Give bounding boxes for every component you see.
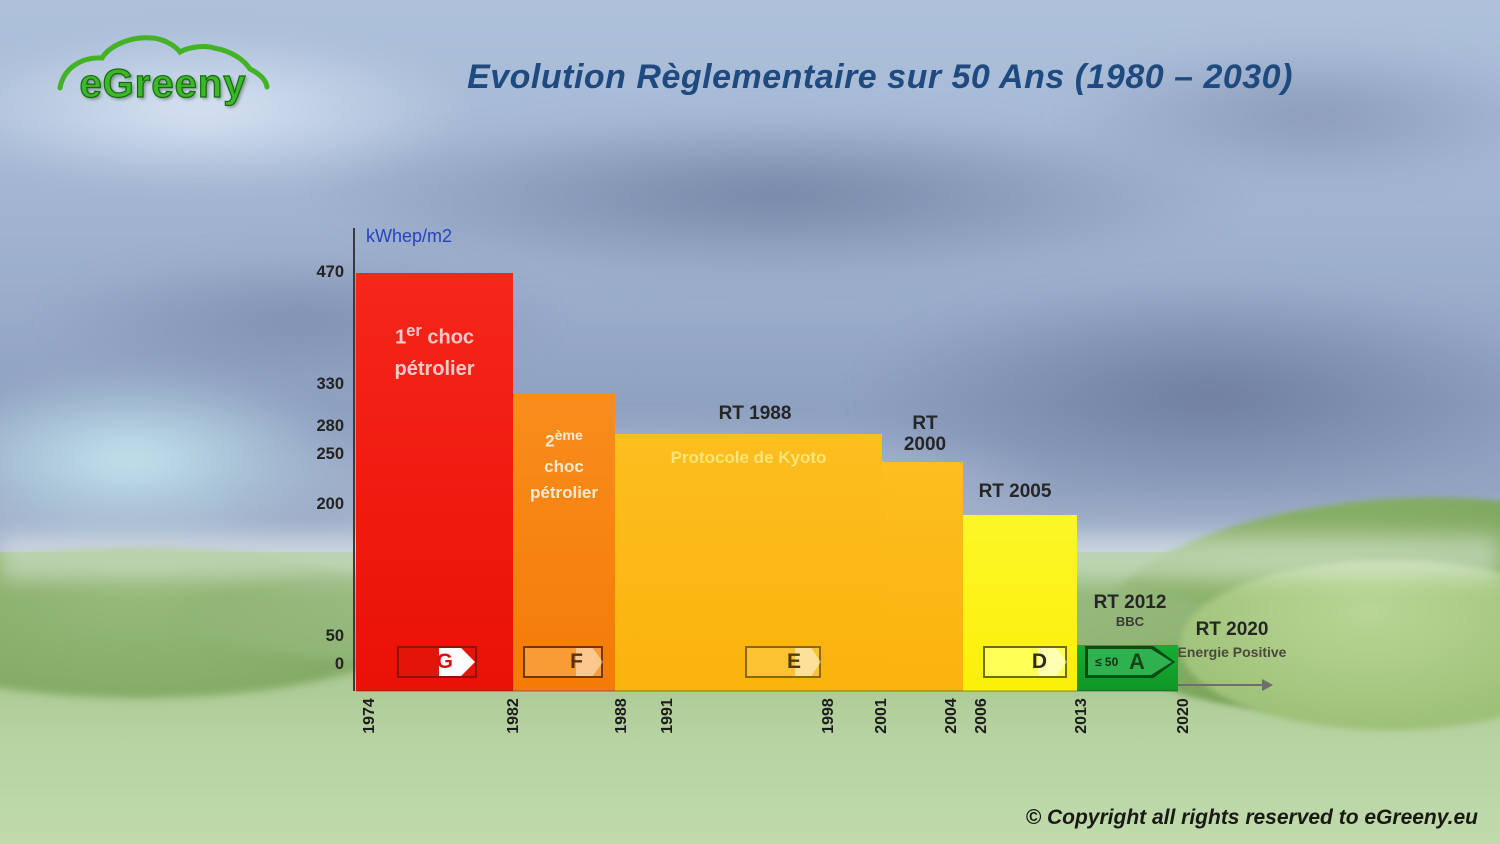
bar-rt-2000 xyxy=(882,462,963,691)
label-line: pétrolier xyxy=(394,357,475,380)
label-line: pétrolier xyxy=(529,482,599,502)
kyoto-annotation: Protocole de Kyoto xyxy=(670,448,827,467)
y-axis-unit-label: kWhep/m2 xyxy=(366,226,453,246)
bar-1er-choc-petrolier xyxy=(356,273,513,691)
energy-badge-f: F xyxy=(523,646,603,678)
logo-text: eGreeny xyxy=(79,61,247,106)
cloud xyxy=(1050,40,1500,190)
y-tick-470: 470 xyxy=(316,263,344,281)
label-word: choc xyxy=(427,326,475,349)
x-axis-arrowhead-icon xyxy=(1262,679,1273,691)
y-tick-280: 280 xyxy=(316,417,344,435)
energy-badge-g: G xyxy=(397,646,477,678)
y-axis-line xyxy=(353,228,355,691)
label-line: 1er choc xyxy=(356,318,513,354)
bar-label-2eme-choc: 2ème choc pétrolier xyxy=(513,426,615,505)
y-tick-0: 0 xyxy=(334,655,344,673)
x-tick-2004: 2004 xyxy=(943,698,960,734)
rating-threshold: ≤ 50 xyxy=(1095,655,1119,669)
x-tick-2001: 2001 xyxy=(873,698,890,734)
rt-2005-label: RT 2005 xyxy=(978,481,1052,502)
rating-letter: D xyxy=(1031,650,1047,673)
car-outline-icon xyxy=(57,35,270,91)
x-tick-1988: 1988 xyxy=(613,698,630,734)
x-tick-2020: 2020 xyxy=(1175,698,1192,734)
energy-badge-e: E xyxy=(745,646,821,678)
rating-letter: F xyxy=(570,650,583,673)
y-tick-330: 330 xyxy=(316,375,344,393)
y-tick-50: 50 xyxy=(325,627,344,645)
label-num: 2 xyxy=(545,431,555,451)
label-num: 1 xyxy=(394,326,407,349)
x-tick-2013: 2013 xyxy=(1073,698,1090,734)
y-tick-250: 250 xyxy=(316,445,344,463)
label-sup: er xyxy=(406,321,422,340)
slide-title: Evolution Règlementaire sur 50 Ans (1980… xyxy=(467,58,1293,96)
x-tick-1991: 1991 xyxy=(659,698,676,734)
x-tick-1974: 1974 xyxy=(361,698,378,734)
energie-positive-sublabel: Energie Positive xyxy=(1177,644,1287,660)
bbc-sublabel: BBC xyxy=(1115,614,1145,629)
bar-2eme-choc-petrolier xyxy=(513,393,615,691)
x-tick-1982: 1982 xyxy=(505,698,522,734)
x-tick-2006: 2006 xyxy=(973,698,990,734)
rt-2012-label: RT 2012 xyxy=(1093,592,1167,613)
rt-2020-label: RT 2020 xyxy=(1195,619,1269,640)
x-axis-arrow-line xyxy=(1178,684,1262,686)
label-line: 2ème xyxy=(513,426,615,454)
energy-badge-d: D xyxy=(983,646,1067,678)
egreeny-logo: eGreeny xyxy=(52,24,276,124)
rt-1988-label: RT 1988 xyxy=(718,403,792,424)
rating-letter: E xyxy=(786,650,801,673)
label-sup: ème xyxy=(554,428,583,444)
rating-letter: A xyxy=(1129,649,1145,674)
label-line: choc xyxy=(544,457,584,477)
rt-2000-label: RT 2000 xyxy=(903,413,947,455)
copyright-text: © Copyright all rights reserved to eGree… xyxy=(1025,806,1478,829)
x-tick-1998: 1998 xyxy=(820,698,837,734)
hill xyxy=(1180,560,1500,730)
x-axis-baseline xyxy=(356,690,1178,692)
energy-badge-a: ≤ 50 A xyxy=(1085,646,1175,678)
y-tick-200: 200 xyxy=(316,495,344,513)
bar-label-1er-choc: 1er choc pétrolier xyxy=(356,318,513,385)
rating-letter: G xyxy=(436,650,453,673)
